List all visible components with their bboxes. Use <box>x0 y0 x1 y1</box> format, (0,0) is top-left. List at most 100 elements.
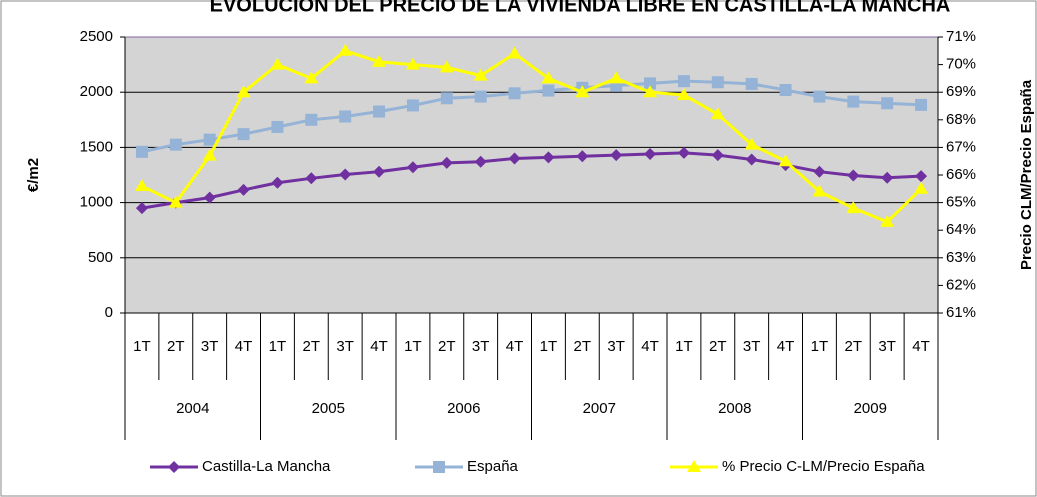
point <box>474 155 487 168</box>
x-tick-label: 2T <box>303 338 321 355</box>
x-tick-label: 2T <box>845 338 863 355</box>
y2-tick-label: 66% <box>946 166 976 183</box>
point <box>373 105 386 118</box>
point <box>541 71 556 84</box>
x-tick-label: 3T <box>878 338 896 355</box>
y2-tick-label: 71% <box>946 28 976 45</box>
point <box>305 172 318 185</box>
y-axis-title: €/m2 <box>25 158 42 192</box>
point <box>778 154 793 167</box>
point <box>676 87 691 100</box>
point <box>474 90 487 103</box>
point <box>610 149 623 162</box>
y-tick-label: 2500 <box>80 28 113 45</box>
point <box>439 60 454 73</box>
legend-label: España <box>467 458 519 475</box>
x-tick-label: 3T <box>201 338 219 355</box>
y2-axis-title: Precio CLM/Precio España <box>1018 79 1035 270</box>
point <box>745 77 758 90</box>
point <box>406 161 419 174</box>
x-tick-label: 1T <box>540 338 558 355</box>
point <box>135 145 148 158</box>
x-tick-label: 2T <box>167 338 185 355</box>
x-tick-label: 1T <box>133 338 151 355</box>
point <box>881 97 894 110</box>
point <box>542 84 555 97</box>
point <box>881 171 894 184</box>
x-tick-label: 2T <box>574 338 592 355</box>
point <box>372 54 387 67</box>
point <box>338 43 353 56</box>
point <box>507 46 522 59</box>
y2-tick-label: 63% <box>946 249 976 266</box>
point <box>135 202 148 215</box>
y-tick-label: 500 <box>88 249 113 266</box>
point <box>202 148 217 161</box>
y-tick-label: 2000 <box>80 83 113 100</box>
point <box>915 98 928 111</box>
point <box>237 128 250 141</box>
point <box>575 85 590 98</box>
point <box>508 87 521 100</box>
point <box>339 110 352 123</box>
y2-tick-label: 64% <box>946 221 976 238</box>
point <box>846 201 861 214</box>
point <box>440 92 453 105</box>
point <box>812 184 827 197</box>
y2-tick-label: 65% <box>946 194 976 211</box>
point <box>914 181 929 194</box>
y2-tick-label: 68% <box>946 111 976 128</box>
plot-area <box>125 37 938 313</box>
y-tick-label: 1000 <box>80 194 113 211</box>
point <box>915 170 928 183</box>
point <box>169 138 182 151</box>
x-tick-label: 3T <box>607 338 625 355</box>
point <box>880 214 895 227</box>
point <box>236 85 251 98</box>
point <box>473 68 488 81</box>
point <box>373 165 386 178</box>
x-tick-label: 4T <box>912 338 930 355</box>
point <box>339 168 352 181</box>
point <box>744 137 759 150</box>
legend-label: Castilla-La Mancha <box>202 458 331 475</box>
x-tick-label: 3T <box>743 338 761 355</box>
x-tick-label: 1T <box>675 338 693 355</box>
point <box>203 133 216 146</box>
point <box>271 120 284 133</box>
x-tick-label: 4T <box>641 338 659 355</box>
x-group-label: 2007 <box>583 400 616 417</box>
x-tick-label: 2T <box>709 338 727 355</box>
x-tick-label: 4T <box>506 338 524 355</box>
legend-label: % Precio C-LM/Precio España <box>722 458 925 475</box>
point <box>745 153 758 166</box>
x-group-label: 2009 <box>854 400 887 417</box>
point <box>237 183 250 196</box>
y2-tick-label: 62% <box>946 276 976 293</box>
x-tick-label: 4T <box>370 338 388 355</box>
point <box>609 71 624 84</box>
point <box>576 150 589 163</box>
point <box>405 57 420 70</box>
point <box>847 169 860 182</box>
point <box>440 156 453 169</box>
point <box>203 191 216 204</box>
y-tick-label: 1500 <box>80 138 113 155</box>
x-group-label: 2004 <box>176 400 209 417</box>
x-group-label: 2008 <box>718 400 751 417</box>
x-tick-label: 4T <box>777 338 795 355</box>
point <box>643 85 658 98</box>
point <box>270 57 285 70</box>
y2-tick-label: 69% <box>946 83 976 100</box>
y2-tick-label: 70% <box>946 56 976 73</box>
y2-tick-label: 67% <box>946 138 976 155</box>
point <box>644 148 657 161</box>
y-tick-label: 0 <box>105 304 113 321</box>
point <box>644 77 657 90</box>
x-tick-label: 1T <box>811 338 829 355</box>
x-group-label: 2006 <box>447 400 480 417</box>
point <box>677 146 690 159</box>
point <box>134 179 149 192</box>
x-tick-label: 3T <box>472 338 490 355</box>
